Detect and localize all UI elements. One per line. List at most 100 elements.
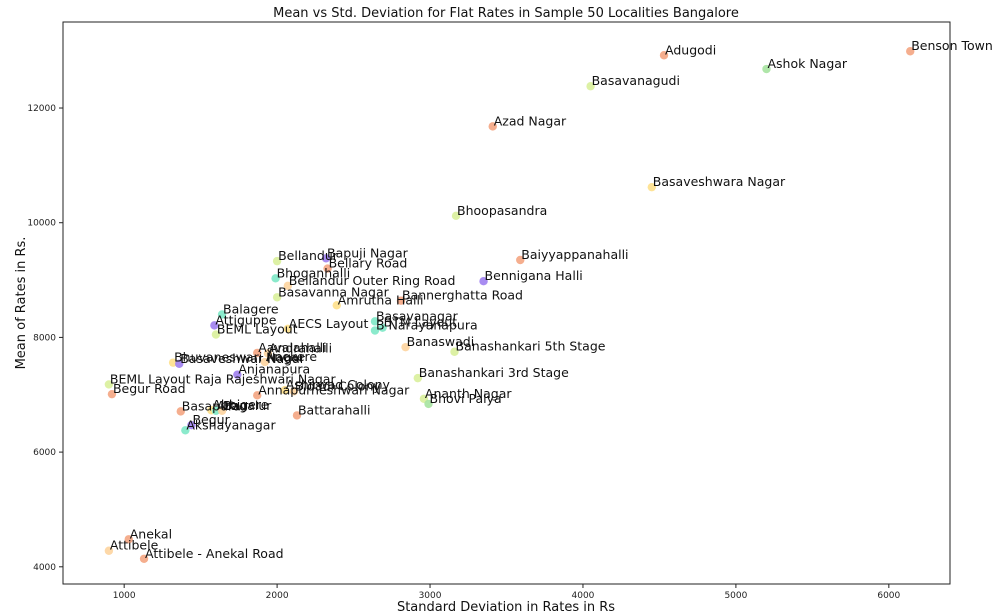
point-label: Bellandur	[278, 248, 339, 263]
data-point	[370, 326, 380, 335]
point-label: Banashankari 3rd Stage	[419, 365, 569, 380]
y-tick-label: 4000	[33, 563, 56, 573]
point-label: B Narayanapura	[376, 318, 478, 333]
data-point	[175, 359, 184, 368]
point-label: Benson Town	[911, 38, 993, 53]
data-point	[396, 296, 406, 305]
plot-area	[62, 21, 951, 585]
data-point	[233, 370, 242, 379]
data-point	[479, 277, 488, 286]
x-tick-label: 1000	[113, 591, 136, 601]
x-tick-label: 2000	[266, 591, 289, 601]
point-label: Ananth Nagar	[425, 386, 512, 401]
data-point	[323, 264, 332, 273]
data-point	[586, 82, 595, 91]
y-tick-label: 12000	[27, 104, 56, 114]
data-point	[321, 254, 331, 263]
point-label: BEML Layout Raja Rajeshwari Nagar	[110, 371, 337, 386]
data-point	[659, 51, 669, 60]
point-label: Attiguppe	[215, 312, 276, 327]
data-point	[272, 256, 282, 266]
data-point	[217, 310, 227, 319]
data-point	[176, 407, 185, 416]
data-point	[647, 182, 656, 192]
point-label: Bellandur Outer Ring Road	[289, 273, 456, 288]
data-point	[516, 255, 525, 265]
point-label: Azad Nagar	[494, 113, 567, 128]
data-point	[124, 535, 133, 544]
data-point	[280, 385, 289, 395]
point-label: Adugodi	[665, 42, 716, 57]
point-label: Ashirwad Colony	[286, 377, 391, 392]
point-label: Bapuji Nagar	[327, 245, 409, 260]
data-point	[488, 122, 497, 131]
point-label: Balagere	[223, 301, 279, 316]
point-label: Ashok Nagar	[767, 56, 847, 71]
data-point	[906, 47, 915, 56]
x-tick-label: 6000	[877, 591, 900, 601]
point-label: Bhovi Palya	[430, 391, 502, 406]
x-axis-label: Standard Deviation in Rates in Rs	[397, 600, 615, 615]
point-label: Basavanagudi	[592, 73, 680, 88]
x-tick-label: 5000	[724, 591, 747, 601]
point-label: Anekal	[130, 526, 172, 541]
data-point	[450, 347, 459, 356]
data-point	[292, 411, 302, 420]
point-label: Abbigere	[212, 397, 268, 412]
point-label: Bidadi Colony	[295, 378, 381, 393]
data-point	[271, 274, 280, 283]
data-point	[283, 324, 293, 334]
point-label: Banashankari 5th Stage	[456, 339, 606, 354]
point-label: Bhuvaneswari Nagar	[174, 350, 305, 365]
point-label: Basavanagar	[376, 308, 459, 323]
y-axis-label: Mean of Rates in Rs.	[14, 237, 29, 370]
point-label: Anekere	[266, 349, 318, 364]
data-point	[211, 406, 221, 416]
y-tick-label: 8000	[33, 333, 56, 343]
point-label: Anjanapura	[238, 362, 310, 377]
point-label: Baiyyappanahalli	[521, 247, 628, 262]
point-label: BTM Layout	[384, 315, 458, 330]
data-point	[451, 211, 461, 221]
data-point	[104, 380, 114, 389]
point-label: Attur	[217, 398, 249, 413]
point-label: Basaveshwar Nagar	[180, 351, 306, 366]
point-label: Attibele - Anekal Road	[145, 546, 284, 561]
data-point	[332, 301, 341, 310]
x-tick-label: 3000	[419, 591, 442, 601]
data-point	[187, 420, 196, 430]
point-label: AECS Layout	[289, 316, 369, 331]
y-axis: 4000 6000 8000 10000 12000	[27, 104, 63, 573]
data-point	[263, 349, 273, 358]
point-label: BEML Layout	[217, 322, 298, 337]
y-tick-label: 6000	[33, 448, 56, 458]
data-point	[210, 321, 219, 330]
x-tick-label: 4000	[572, 591, 595, 601]
data-point	[139, 554, 149, 563]
data-point	[253, 391, 262, 400]
data-point	[181, 426, 190, 435]
y-tick-label: 10000	[27, 219, 56, 229]
point-label: Attibele	[110, 538, 159, 553]
point-label: Akshayanagar	[186, 417, 276, 432]
data-point	[107, 389, 117, 399]
point-label: Bhoganhalli	[277, 265, 351, 280]
data-point	[378, 323, 387, 332]
point-label: Bhoopasandra	[457, 203, 547, 218]
point-label: Basapura	[182, 398, 241, 413]
point-label: Begur Road	[113, 381, 186, 396]
point-label: Basaveshwara Nagar	[653, 174, 786, 189]
point-label: Battarahalli	[298, 402, 371, 417]
x-axis: 1000 2000 3000 4000 5000 6000	[113, 584, 901, 601]
data-point	[260, 357, 270, 367]
data-point	[211, 330, 221, 339]
point-label: Bannerghatta Road	[402, 288, 523, 303]
data-point	[762, 64, 771, 74]
data-point	[253, 348, 262, 358]
data-point	[370, 317, 380, 326]
point-label: Bennigana Halli	[485, 268, 583, 283]
point-label: Basavanna Nagar	[278, 284, 390, 299]
data-point	[283, 281, 293, 290]
data-points	[104, 47, 915, 563]
